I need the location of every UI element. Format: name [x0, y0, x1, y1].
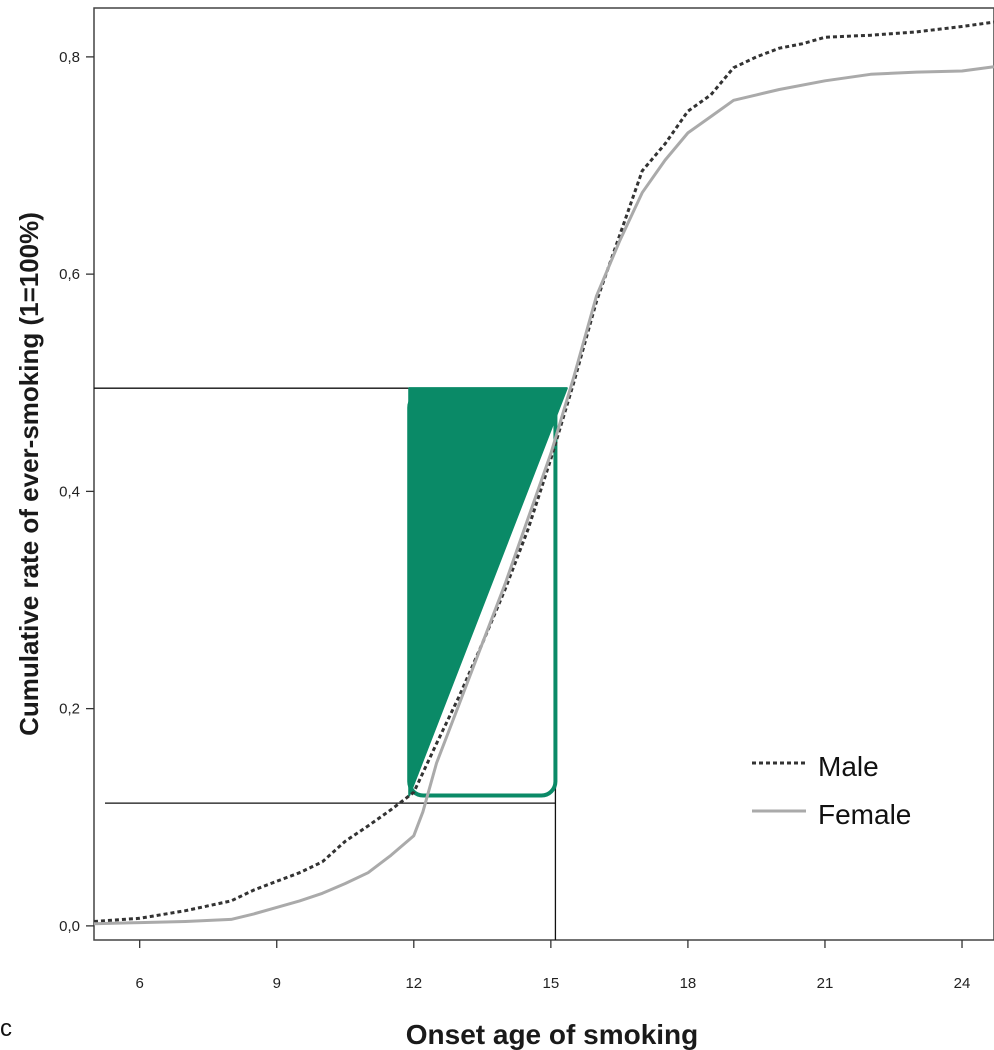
x-tick-label: 6 — [136, 975, 144, 992]
legend: Male Female — [752, 751, 911, 830]
x-tick-label: 21 — [817, 975, 834, 992]
y-axis: 0,0 0,2 0,4 0,6 0,8 — [59, 49, 94, 935]
y-tick-label: 0,4 — [59, 483, 80, 500]
y-tick-label: 0,6 — [59, 266, 80, 283]
x-axis: 6 9 12 15 18 21 24 — [136, 940, 971, 992]
highlight-annotation — [407, 387, 568, 798]
y-tick-label: 0,2 — [59, 701, 80, 718]
series-layer — [93, 20, 994, 926]
x-axis-title: Onset age of smoking — [406, 1019, 699, 1050]
x-tick-label: 9 — [273, 975, 281, 992]
legend-label-female: Female — [818, 799, 911, 830]
x-tick-label: 24 — [954, 975, 971, 992]
y-tick-label: 0,8 — [59, 49, 80, 66]
highlight-triangle — [408, 387, 568, 797]
y-axis-title: Cumulative rate of ever-smoking (1=100%) — [14, 212, 44, 736]
legend-label-male: Male — [818, 751, 879, 782]
x-tick-label: 18 — [680, 975, 697, 992]
series-line-male — [93, 20, 994, 923]
x-tick-label: 12 — [405, 975, 422, 992]
series-line-female — [93, 65, 994, 926]
cropped-text-fragment: c — [0, 1015, 12, 1042]
x-tick-label: 15 — [543, 975, 560, 992]
y-tick-label: 0,0 — [59, 918, 80, 935]
